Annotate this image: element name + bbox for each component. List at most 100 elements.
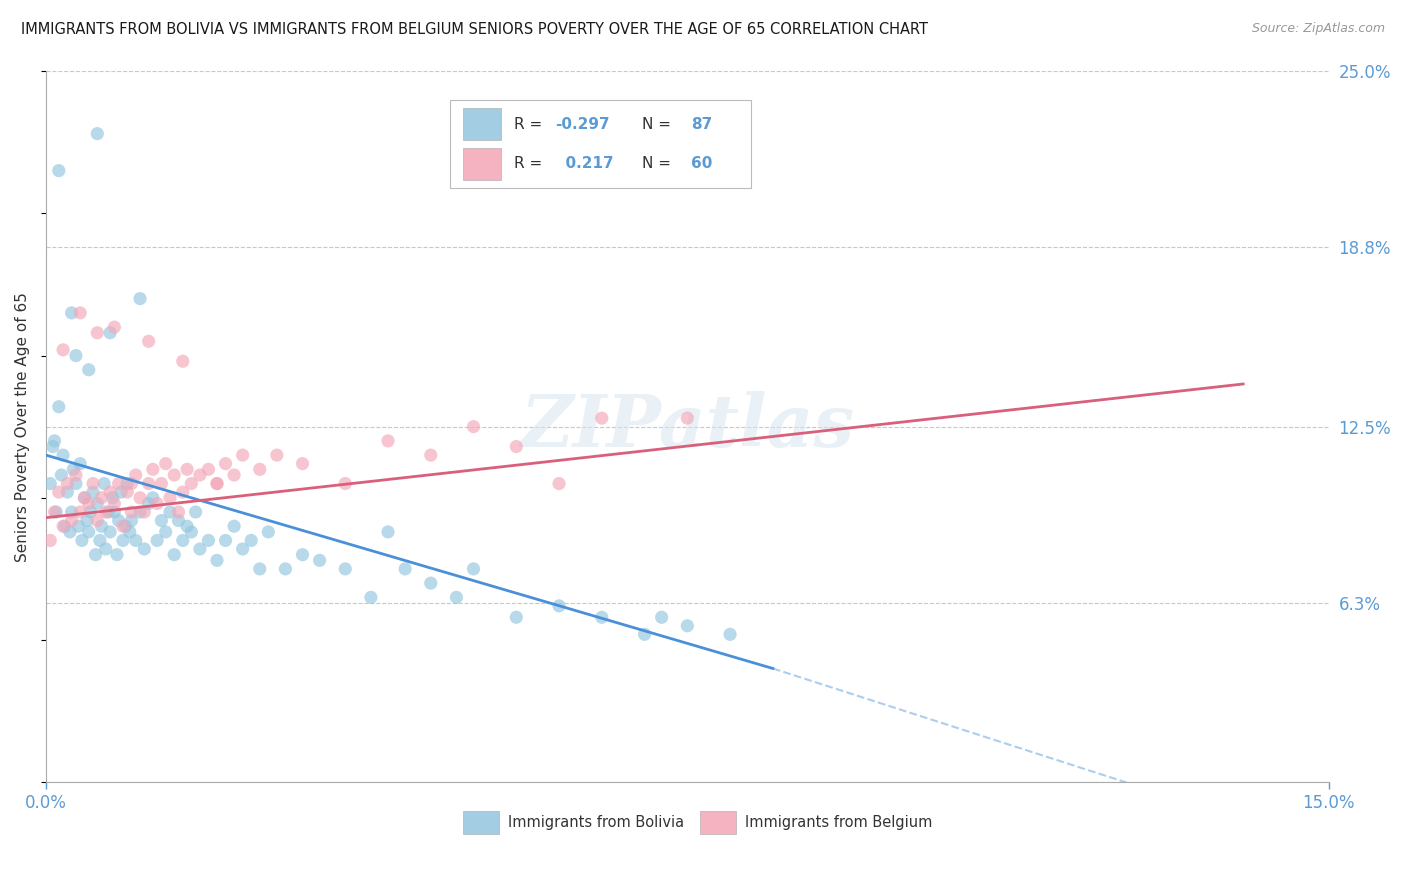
Point <box>205 476 228 491</box>
Point <box>214 457 236 471</box>
Point <box>89 533 111 548</box>
Point <box>45 505 67 519</box>
Text: R =: R = <box>515 117 547 132</box>
Point <box>73 491 96 505</box>
Point <box>188 541 211 556</box>
Point <box>62 462 84 476</box>
Point <box>266 448 288 462</box>
Point <box>150 514 173 528</box>
Point <box>67 519 90 533</box>
Point <box>114 519 136 533</box>
Point <box>111 519 134 533</box>
Point <box>150 476 173 491</box>
Point <box>118 524 141 539</box>
Point <box>257 524 280 539</box>
Point <box>176 462 198 476</box>
Text: Immigrants from Bolivia: Immigrants from Bolivia <box>508 815 683 830</box>
Point <box>65 468 87 483</box>
Point <box>155 524 177 539</box>
Point <box>48 485 70 500</box>
Text: Immigrants from Belgium: Immigrants from Belgium <box>745 815 932 830</box>
Point <box>591 610 613 624</box>
Point <box>308 553 330 567</box>
Point <box>107 514 129 528</box>
Point <box>249 462 271 476</box>
Point <box>77 496 100 510</box>
Point <box>377 524 399 539</box>
Point <box>110 485 132 500</box>
Point <box>79 505 101 519</box>
Point <box>103 496 125 510</box>
Point <box>86 127 108 141</box>
Point <box>69 505 91 519</box>
Point <box>335 476 357 491</box>
Point <box>84 548 107 562</box>
Point <box>633 627 655 641</box>
Point <box>291 548 314 562</box>
Point <box>172 354 194 368</box>
Point <box>77 524 100 539</box>
Point <box>505 610 527 624</box>
Point <box>274 562 297 576</box>
Point <box>98 326 121 340</box>
Point <box>240 533 263 548</box>
Point <box>146 533 169 548</box>
Point <box>249 562 271 576</box>
Point <box>138 496 160 510</box>
Point <box>42 440 65 454</box>
Point <box>159 505 181 519</box>
Point <box>134 541 156 556</box>
Point <box>59 524 82 539</box>
Point <box>129 491 152 505</box>
Point <box>360 591 382 605</box>
Point <box>121 505 143 519</box>
FancyBboxPatch shape <box>463 109 502 140</box>
Point <box>94 505 117 519</box>
Point <box>69 457 91 471</box>
Point <box>214 533 236 548</box>
Point <box>44 505 66 519</box>
Point <box>548 599 571 613</box>
FancyBboxPatch shape <box>700 812 737 834</box>
Point <box>718 627 741 641</box>
Text: ZIPatlas: ZIPatlas <box>520 392 855 462</box>
Point <box>394 562 416 576</box>
Point <box>98 524 121 539</box>
Point <box>103 505 125 519</box>
Point <box>548 476 571 491</box>
Point <box>86 514 108 528</box>
Point <box>60 505 83 519</box>
Point <box>103 320 125 334</box>
Point <box>65 476 87 491</box>
Point <box>232 448 254 462</box>
Point <box>52 519 75 533</box>
Point <box>48 400 70 414</box>
Text: IMMIGRANTS FROM BOLIVIA VS IMMIGRANTS FROM BELGIUM SENIORS POVERTY OVER THE AGE : IMMIGRANTS FROM BOLIVIA VS IMMIGRANTS FR… <box>21 22 928 37</box>
Point <box>134 505 156 519</box>
Point <box>97 505 120 519</box>
Point <box>77 363 100 377</box>
Point <box>125 468 148 483</box>
Point <box>125 533 148 548</box>
Point <box>73 491 96 505</box>
Point <box>197 533 219 548</box>
Point <box>197 462 219 476</box>
Point <box>419 448 441 462</box>
Point <box>377 434 399 448</box>
Point <box>505 440 527 454</box>
Point <box>463 562 485 576</box>
Point <box>446 591 468 605</box>
Point <box>56 476 79 491</box>
Point <box>56 485 79 500</box>
Point <box>163 548 186 562</box>
Point <box>129 505 152 519</box>
Text: N =: N = <box>643 117 676 132</box>
Point <box>676 411 699 425</box>
Point <box>107 476 129 491</box>
Point <box>676 619 699 633</box>
Point <box>105 548 128 562</box>
Text: Source: ZipAtlas.com: Source: ZipAtlas.com <box>1251 22 1385 36</box>
Point <box>138 334 160 349</box>
Text: 87: 87 <box>692 117 713 132</box>
Point <box>101 491 124 505</box>
